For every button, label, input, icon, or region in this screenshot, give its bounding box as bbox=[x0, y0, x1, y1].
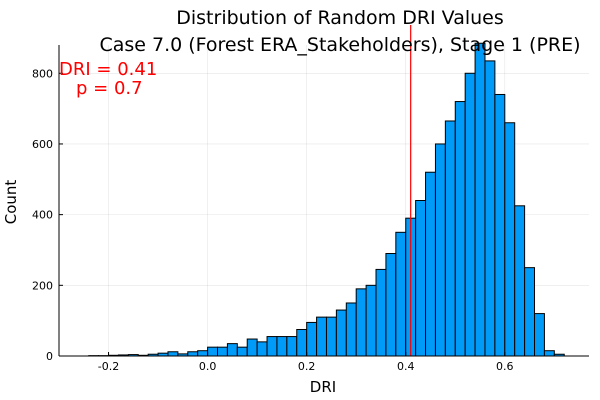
histogram-bar bbox=[434, 143, 446, 357]
histogram-bar bbox=[504, 122, 516, 357]
histogram-bar bbox=[167, 351, 179, 357]
histogram-bar bbox=[236, 346, 248, 357]
histogram-bar bbox=[276, 336, 288, 357]
x-tick-label: 0.0 bbox=[199, 360, 217, 373]
x-axis-label: DRI bbox=[310, 378, 336, 396]
histogram-bar bbox=[524, 267, 536, 357]
histogram-bar bbox=[375, 268, 387, 357]
histogram-bar bbox=[355, 288, 367, 357]
x-tick-label: 0.2 bbox=[298, 360, 316, 373]
histogram-bar bbox=[286, 336, 298, 357]
axes-layer bbox=[58, 45, 589, 357]
histogram-bar bbox=[534, 313, 545, 357]
histogram-bar bbox=[454, 101, 466, 357]
chart-title-line-2: Case 7.0 (Forest ERA_Stakeholders), Stag… bbox=[99, 34, 580, 56]
histogram-bar bbox=[266, 336, 278, 357]
histogram-bar bbox=[365, 284, 377, 357]
y-tick-label: 400 bbox=[32, 209, 53, 222]
histogram-bar bbox=[256, 341, 268, 357]
histogram-bar bbox=[474, 42, 486, 357]
histogram-bar bbox=[296, 328, 308, 357]
histogram-bar bbox=[464, 72, 476, 357]
bars-layer bbox=[88, 42, 565, 357]
histogram-bar bbox=[207, 346, 219, 357]
histogram-bar bbox=[306, 321, 318, 357]
histogram-bar bbox=[395, 231, 407, 357]
y-tick-label: 800 bbox=[32, 67, 53, 80]
histogram-bar bbox=[316, 316, 327, 357]
histogram-bar bbox=[325, 316, 337, 357]
histogram-bar bbox=[385, 253, 397, 357]
x-tick-label: -0.2 bbox=[98, 360, 119, 373]
histogram-bar bbox=[484, 60, 496, 357]
histogram-bar bbox=[335, 309, 347, 357]
histogram-bar bbox=[425, 171, 436, 357]
histogram-bar bbox=[444, 120, 456, 357]
histogram-bar bbox=[187, 351, 199, 357]
x-tick-label: 0.6 bbox=[496, 360, 514, 373]
histogram-bar bbox=[197, 350, 209, 357]
histogram-bar bbox=[543, 350, 555, 357]
histogram-bar bbox=[246, 338, 258, 357]
x-tick-label: 0.4 bbox=[397, 360, 415, 373]
dri-annotation: DRI = 0.41 bbox=[59, 59, 157, 80]
histogram-bar bbox=[415, 200, 427, 357]
histogram-bar bbox=[514, 205, 526, 357]
histogram-bar bbox=[226, 343, 238, 357]
histogram-bar bbox=[345, 302, 357, 357]
tick-labels-layer: -0.2 0.0 0.2 0.4 0.6 0 200 400 600 800 bbox=[32, 67, 514, 373]
y-tick-label: 0 bbox=[46, 350, 53, 363]
y-tick-label: 600 bbox=[32, 138, 53, 151]
y-tick-label: 200 bbox=[32, 279, 53, 292]
chart-title-line-1: Distribution of Random DRI Values bbox=[176, 7, 504, 29]
histogram-bar bbox=[217, 346, 228, 357]
p-value-annotation: p = 0.7 bbox=[76, 78, 143, 99]
y-axis-label: Count bbox=[2, 180, 20, 225]
histogram-bar bbox=[494, 93, 506, 357]
